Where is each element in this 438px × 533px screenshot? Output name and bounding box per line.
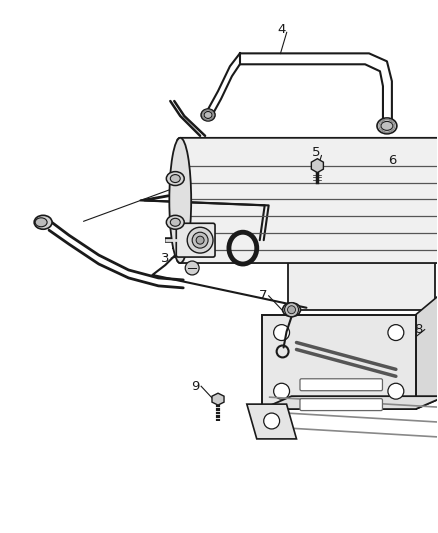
Ellipse shape <box>166 215 184 229</box>
Circle shape <box>187 227 213 253</box>
Text: 6: 6 <box>388 154 396 167</box>
Text: 9: 9 <box>191 379 199 393</box>
Ellipse shape <box>201 109 215 121</box>
Circle shape <box>192 232 208 248</box>
Ellipse shape <box>170 219 180 226</box>
FancyBboxPatch shape <box>300 399 382 410</box>
Ellipse shape <box>377 118 397 134</box>
Ellipse shape <box>170 138 191 263</box>
Text: 5: 5 <box>312 146 321 159</box>
Circle shape <box>274 325 290 341</box>
Text: 4: 4 <box>277 23 286 36</box>
Polygon shape <box>416 290 438 409</box>
FancyBboxPatch shape <box>176 223 215 257</box>
Ellipse shape <box>34 215 52 229</box>
Ellipse shape <box>35 218 47 227</box>
Ellipse shape <box>381 122 393 131</box>
Text: 8: 8 <box>414 323 423 336</box>
Circle shape <box>185 261 199 275</box>
Text: 2: 2 <box>171 239 180 252</box>
Ellipse shape <box>204 111 212 118</box>
Polygon shape <box>212 393 224 405</box>
Circle shape <box>274 383 290 399</box>
Polygon shape <box>262 396 438 409</box>
Ellipse shape <box>170 175 180 182</box>
Circle shape <box>196 236 204 244</box>
Polygon shape <box>288 225 434 310</box>
Circle shape <box>288 306 296 314</box>
Polygon shape <box>247 404 297 439</box>
FancyBboxPatch shape <box>300 379 382 391</box>
FancyBboxPatch shape <box>177 138 438 263</box>
Polygon shape <box>311 159 323 173</box>
Ellipse shape <box>283 303 300 317</box>
Polygon shape <box>262 314 416 409</box>
Circle shape <box>264 413 279 429</box>
Ellipse shape <box>166 172 184 185</box>
Circle shape <box>388 325 404 341</box>
Text: 1: 1 <box>171 179 180 192</box>
Text: 3: 3 <box>161 252 170 264</box>
Circle shape <box>285 303 298 317</box>
Text: 7: 7 <box>258 289 267 302</box>
Circle shape <box>388 383 404 399</box>
